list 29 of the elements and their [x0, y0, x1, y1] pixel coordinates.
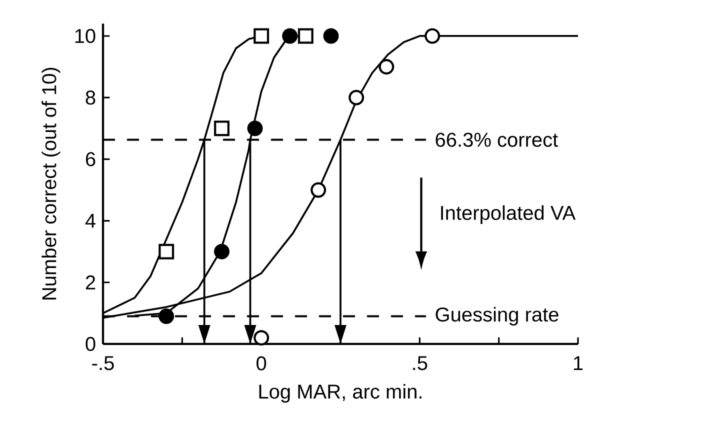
ref-line-label: 66.3% correct	[436, 132, 558, 147]
y-tick-label: 0	[86, 336, 96, 352]
point	[214, 120, 230, 136]
point	[254, 330, 270, 346]
y-tick-label: 4	[85, 214, 96, 228]
point	[348, 90, 364, 106]
point	[298, 28, 314, 44]
point	[254, 28, 270, 44]
point	[247, 120, 263, 136]
point	[282, 28, 298, 44]
point	[323, 28, 339, 44]
x-tick-label: .5	[413, 356, 428, 370]
point	[424, 28, 440, 44]
y-tick-label: 2	[86, 275, 96, 290]
y-axis-title: Number correct (out of 10)	[42, 68, 60, 300]
annotation: Interpolated VA	[441, 205, 576, 224]
ref-line-label: Guessing rate	[436, 306, 558, 326]
point	[310, 182, 326, 198]
point	[214, 244, 230, 260]
x-tick-label: -.5	[92, 356, 114, 370]
point	[158, 244, 174, 260]
x-tick-label: 0	[256, 356, 266, 370]
y-tick-label: 6	[86, 152, 96, 166]
y-tick-label: 8	[86, 90, 96, 105]
y-tick-label: 10	[75, 28, 96, 44]
point	[378, 59, 394, 75]
point	[158, 308, 174, 324]
x-axis-title: Log MAR, arc min.	[259, 384, 422, 403]
x-tick-label: 1	[574, 356, 583, 370]
